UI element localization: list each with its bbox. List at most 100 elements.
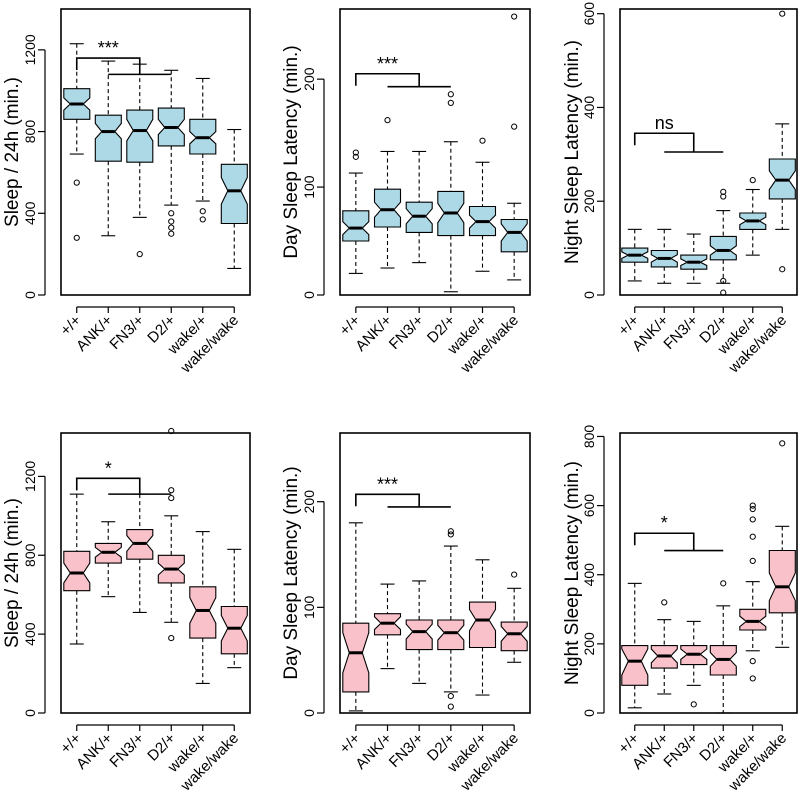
y-tick-label: 0	[581, 291, 597, 299]
outlier-point	[690, 701, 697, 708]
y-axis-label: Day Sleep Latency (min.)	[281, 466, 302, 679]
notched-box	[405, 619, 433, 651]
outlier-point	[447, 99, 454, 106]
outlier-point	[749, 658, 756, 665]
outlier-point	[199, 216, 206, 223]
outlier-point	[720, 188, 727, 195]
outlier-point	[73, 234, 80, 241]
box-3	[405, 580, 433, 684]
outlier-point	[779, 10, 786, 17]
y-tick-label: 1200	[22, 34, 38, 65]
y-tick-label: 0	[301, 291, 317, 299]
notched-box	[63, 550, 91, 592]
outlier-point	[168, 218, 175, 225]
outlier-point	[352, 149, 359, 156]
significance-label: ***	[377, 54, 398, 74]
y-tick-label: 400	[22, 622, 38, 646]
outlier-point	[447, 703, 454, 710]
notched-box	[94, 114, 122, 162]
outlier-point	[749, 557, 756, 565]
box-3	[680, 620, 708, 708]
box-6	[220, 548, 248, 669]
box-2	[650, 228, 678, 284]
significance-bracket	[355, 72, 451, 88]
box-1	[621, 228, 649, 282]
outlier-point	[168, 634, 175, 642]
box-6	[500, 571, 528, 663]
significance-label: ns	[655, 113, 674, 133]
box-2	[650, 599, 678, 695]
y-tick-label: 0	[301, 709, 317, 717]
notched-box	[500, 621, 528, 652]
notched-box	[621, 645, 649, 686]
y-tick-label: 0	[22, 709, 38, 717]
y-axis-label: Night Sleep Latency (min.)	[562, 40, 583, 264]
outlier-point	[352, 153, 359, 160]
outlier-point	[749, 533, 756, 540]
y-tick-label: 800	[22, 543, 38, 567]
plot-frame	[60, 432, 251, 714]
notched-box	[437, 619, 465, 651]
x-tick-label: FN3/+	[106, 312, 147, 353]
outlier-point	[661, 599, 668, 606]
x-tick-label: ANK/+	[73, 730, 116, 773]
box-4	[437, 91, 465, 293]
x-tick-label: FN3/+	[106, 730, 147, 771]
outlier-point	[779, 266, 786, 273]
outlier-point	[720, 277, 727, 285]
box-3	[680, 233, 708, 284]
notched-box	[768, 549, 796, 614]
notched-box	[709, 235, 737, 261]
outlier-point	[720, 580, 727, 587]
outlier-point	[749, 516, 756, 523]
y-axis-label: Night Sleep Latency (min.)	[562, 461, 583, 685]
y-tick-label: 400	[581, 563, 597, 587]
significance-bracket	[633, 132, 724, 153]
box-1	[342, 149, 370, 274]
box-5	[189, 77, 217, 223]
box-6	[768, 440, 796, 648]
outlier-point	[749, 505, 756, 513]
box-1	[621, 582, 649, 709]
box-4	[709, 580, 737, 714]
outlier-point	[168, 494, 175, 502]
box-2	[94, 521, 122, 598]
box-3	[126, 493, 154, 613]
outlier-point	[168, 487, 175, 494]
outlier-point	[384, 117, 391, 124]
significance-bracket	[633, 532, 724, 552]
notched-box	[126, 109, 154, 163]
y-tick-label: 600	[581, 494, 597, 518]
outlier-point	[73, 179, 80, 186]
y-tick-label: 200	[301, 490, 317, 514]
box-5	[739, 177, 767, 256]
significance-bracket	[355, 493, 451, 508]
notched-box	[189, 586, 217, 639]
outlier-point	[479, 137, 486, 144]
y-tick-label: 200	[301, 67, 317, 91]
y-tick-label: 800	[22, 120, 38, 144]
outlier-point	[720, 289, 727, 296]
x-tick-label: ANK/+	[73, 312, 116, 355]
x-tick-label: FN3/+	[660, 730, 701, 771]
x-tick-label: ANK/+	[352, 312, 395, 355]
y-tick-label: 800	[581, 425, 597, 449]
outlier-point	[779, 440, 786, 447]
outlier-point	[199, 208, 206, 215]
box-4	[437, 528, 465, 710]
notched-box	[739, 608, 767, 631]
significance-bracket	[75, 57, 172, 76]
outlier-point	[511, 123, 518, 130]
x-tick-label: FN3/+	[386, 730, 427, 771]
y-tick-label: 600	[581, 2, 597, 26]
y-tick-label: 0	[22, 291, 38, 299]
box-6	[500, 13, 528, 281]
y-tick-label: 0	[581, 709, 597, 717]
outlier-point	[447, 692, 454, 700]
notched-box	[220, 163, 248, 225]
box-1	[63, 43, 91, 241]
